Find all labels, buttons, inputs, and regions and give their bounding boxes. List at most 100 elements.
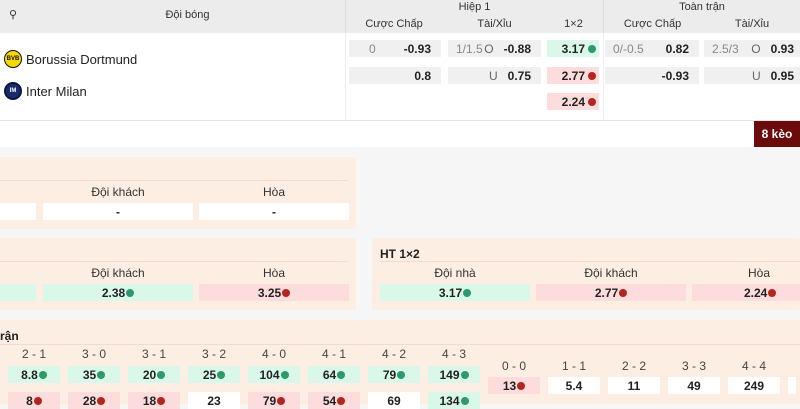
fulltime-header: Toàn trận: [679, 1, 725, 13]
odds-value: 5.4: [565, 378, 583, 393]
odds-value: 64: [322, 367, 337, 382]
odds-table-header: ⚲ Đội bóng Hiệp 1 Toàn trận Cược Chấp Tà…: [0, 0, 800, 33]
score-odds-cell[interactable]: 8.8: [8, 366, 60, 383]
score-label: 4 - 2: [381, 347, 406, 361]
inter-logo-icon: IM: [4, 82, 22, 100]
score-odds-cell[interactable]: 49: [668, 377, 720, 394]
column-label: Hòa: [262, 185, 285, 199]
score-label: 4 - 0: [261, 347, 286, 361]
arrow-down-icon: [97, 396, 106, 405]
odds-value: 23: [207, 393, 221, 408]
half1-header: Hiệp 1: [458, 1, 491, 13]
arrow-down-icon: [588, 71, 596, 80]
odds-value: 54: [322, 393, 337, 408]
score-label: 2 - 2: [621, 359, 646, 373]
dortmund-logo-icon: BVB: [4, 50, 22, 68]
score-odds-cell[interactable]: 8: [8, 392, 60, 409]
team-away[interactable]: IM Inter Milan: [4, 82, 87, 100]
market-panel: Đội khách Hòa 2.38 3.25: [0, 238, 356, 310]
odds-value: 104: [259, 367, 280, 382]
arrow-up-icon: [126, 288, 135, 297]
match-row: BVB Borussia Dortmund IM Inter Milan 0 -0…: [0, 33, 800, 121]
odds-cell[interactable]: 3.17: [380, 284, 530, 301]
column-label: Đội khách: [91, 185, 145, 199]
score-odds-cell[interactable]: 28: [68, 392, 120, 409]
score-odds-cell[interactable]: 23: [188, 392, 240, 409]
score-odds-cell[interactable]: 104: [248, 366, 300, 383]
correct-score-panel: rận 2 - 1 8.8 8 3 - 0 35 28 3 - 1 20 18 3 - 2 25 23…: [0, 320, 800, 409]
sub-header: Tài/Xỉu: [734, 18, 770, 30]
odds-cell[interactable]: 2.77: [547, 67, 599, 84]
score-odds-cell[interactable]: 25: [188, 366, 240, 383]
score-odds-cell[interactable]: 11: [608, 377, 660, 394]
panel-title: rận: [0, 329, 19, 343]
more-odds-button[interactable]: 8 kèo: [754, 121, 800, 147]
arrow-down-icon: [33, 396, 42, 405]
arrow-down-icon: [517, 381, 526, 390]
ht-1x2-panel: HT 1×2 Đội nhà Đội khách Hòa 3.17 2.77 2…: [372, 238, 800, 310]
score-odds-cell[interactable]: 54: [308, 392, 360, 409]
odds-cell[interactable]: 2.77: [536, 284, 686, 301]
odds-value: 11: [627, 378, 641, 393]
odds-cell[interactable]: -: [43, 203, 193, 220]
odds-value: 25: [202, 367, 217, 382]
score-odds-cell[interactable]: 149: [428, 366, 480, 383]
score-odds-cell[interactable]: [788, 377, 796, 394]
odds-value: 134: [439, 393, 460, 408]
odds-cell[interactable]: -0.93: [605, 67, 699, 84]
sub-header: Tài/Xỉu: [477, 18, 512, 30]
pin-icon[interactable]: ⚲: [8, 9, 18, 21]
arrow-up-icon: [588, 44, 596, 53]
score-label: 3 - 1: [141, 347, 166, 361]
score-odds-cell[interactable]: 134: [428, 392, 480, 409]
odds-value: 13: [502, 378, 517, 393]
column-label: Đội khách: [584, 266, 638, 280]
odds-cell[interactable]: 1/1.5 O -0.88: [448, 40, 541, 57]
team-home[interactable]: BVB Borussia Dortmund: [4, 50, 137, 68]
score-odds-cell[interactable]: 69: [368, 392, 420, 409]
odds-cell[interactable]: U 0.95: [704, 67, 800, 84]
odds-value: 8.8: [21, 367, 38, 382]
odds-cell[interactable]: 2.5/3 O 0.93: [704, 40, 800, 57]
odds-cell[interactable]: 0.8: [349, 67, 441, 84]
score-odds-cell[interactable]: 249: [728, 377, 780, 394]
odds-cell[interactable]: 2.38: [43, 284, 193, 301]
score-label: 4 - 1: [321, 347, 346, 361]
odds-cell[interactable]: [0, 203, 36, 220]
score-odds-cell[interactable]: 64: [308, 366, 360, 383]
score-odds-cell[interactable]: 20: [128, 366, 180, 383]
arrow-up-icon: [460, 370, 469, 379]
panel-title: HT 1×2: [380, 247, 420, 261]
score-label: 4 - 4: [741, 359, 766, 373]
sub-header: Cược Chấp: [365, 18, 423, 30]
odds-value: 79: [262, 393, 277, 408]
odds-value: 249: [743, 378, 765, 393]
arrow-down-icon: [157, 396, 166, 405]
score-odds-cell[interactable]: 79: [248, 392, 300, 409]
odds-cell[interactable]: [0, 284, 36, 301]
odds-cell[interactable]: 2.24: [547, 93, 599, 110]
odds-cell[interactable]: 0/-0.5 0.82: [605, 40, 699, 57]
score-odds-cell[interactable]: 5.4: [548, 377, 600, 394]
score-label: 1 - 1: [561, 359, 586, 373]
column-label: Hòa: [262, 266, 285, 280]
score-odds-cell[interactable]: 13: [488, 377, 540, 394]
odds-cell[interactable]: U 0.75: [448, 67, 541, 84]
odds-value: 28: [82, 393, 97, 408]
score-label: 0 - 0: [501, 359, 526, 373]
odds-value: 20: [142, 367, 157, 382]
score-odds-cell[interactable]: 79: [368, 366, 420, 383]
odds-value: 49: [687, 378, 701, 393]
odds-cell[interactable]: 2.24: [692, 284, 800, 301]
odds-cell[interactable]: 3.25: [199, 284, 349, 301]
odds-cell[interactable]: 3.17: [547, 40, 599, 57]
column-label: Đội nhà: [434, 266, 476, 280]
score-odds-cell[interactable]: 35: [68, 366, 120, 383]
arrow-up-icon: [280, 370, 289, 379]
arrow-down-icon: [768, 288, 777, 297]
odds-cell[interactable]: 0 -0.93: [349, 40, 441, 57]
score-label: 3 - 2: [201, 347, 226, 361]
score-odds-cell[interactable]: 18: [128, 392, 180, 409]
sub-header: 1×2: [564, 18, 583, 30]
odds-cell[interactable]: -: [199, 203, 349, 220]
